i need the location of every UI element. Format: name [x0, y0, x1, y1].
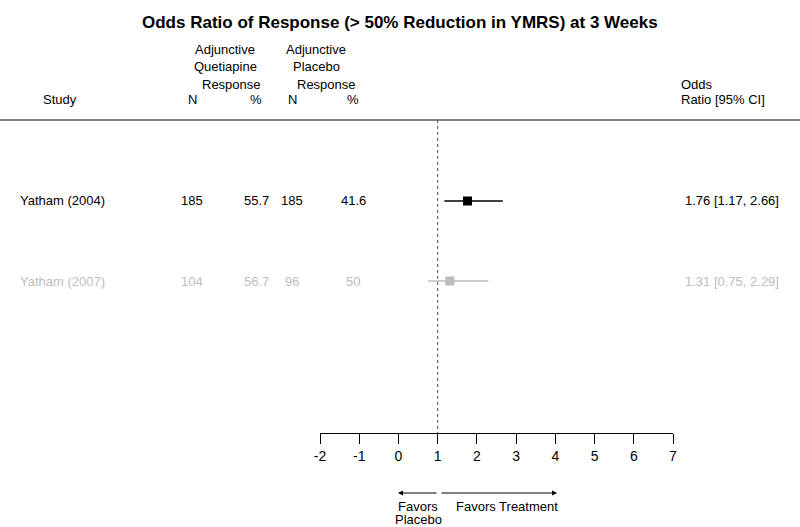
svg-text:6: 6	[630, 448, 638, 464]
svg-text:104: 104	[181, 274, 203, 289]
svg-text:Ratio [95% CI]: Ratio [95% CI]	[681, 92, 765, 107]
svg-text:56.7: 56.7	[244, 274, 269, 289]
svg-text:Placebo: Placebo	[395, 512, 442, 527]
svg-text:Favors Treatment: Favors Treatment	[456, 499, 558, 514]
svg-text:Yatham (2004): Yatham (2004)	[20, 193, 105, 208]
svg-text:1.31 [0.75, 2.29]: 1.31 [0.75, 2.29]	[685, 274, 779, 289]
svg-text:1: 1	[434, 448, 442, 464]
svg-text:7: 7	[669, 448, 677, 464]
svg-text:Response: Response	[202, 77, 261, 92]
svg-text:55.7: 55.7	[244, 193, 269, 208]
svg-text:-2: -2	[314, 448, 327, 464]
svg-text:Odds: Odds	[681, 77, 713, 92]
svg-text:Quetiapine: Quetiapine	[194, 59, 257, 74]
svg-text:Study: Study	[43, 92, 77, 107]
svg-text:Adjunctive: Adjunctive	[286, 42, 346, 57]
svg-text:Placebo: Placebo	[293, 59, 340, 74]
svg-text:Odds Ratio of Response (> 50%: Odds Ratio of Response (> 50% Reduction …	[142, 13, 658, 32]
svg-text:96: 96	[285, 274, 299, 289]
svg-text:3: 3	[512, 448, 520, 464]
svg-text:41.6: 41.6	[341, 193, 366, 208]
svg-text:Adjunctive: Adjunctive	[195, 42, 255, 57]
svg-text:1.76 [1.17, 2.66]: 1.76 [1.17, 2.66]	[685, 193, 779, 208]
svg-text:0: 0	[395, 448, 403, 464]
svg-text:-1: -1	[353, 448, 366, 464]
svg-text:185: 185	[181, 193, 203, 208]
svg-text:N: N	[288, 92, 297, 107]
svg-text:%: %	[347, 92, 359, 107]
svg-text:Response: Response	[297, 77, 356, 92]
svg-text:N: N	[188, 92, 197, 107]
svg-text:185: 185	[281, 193, 303, 208]
svg-text:50: 50	[346, 274, 360, 289]
svg-text:Yatham (2007): Yatham (2007)	[20, 274, 105, 289]
svg-text:2: 2	[473, 448, 481, 464]
svg-text:Favors: Favors	[398, 499, 438, 514]
svg-text:4: 4	[551, 448, 559, 464]
svg-text:5: 5	[591, 448, 599, 464]
svg-text:%: %	[250, 92, 262, 107]
